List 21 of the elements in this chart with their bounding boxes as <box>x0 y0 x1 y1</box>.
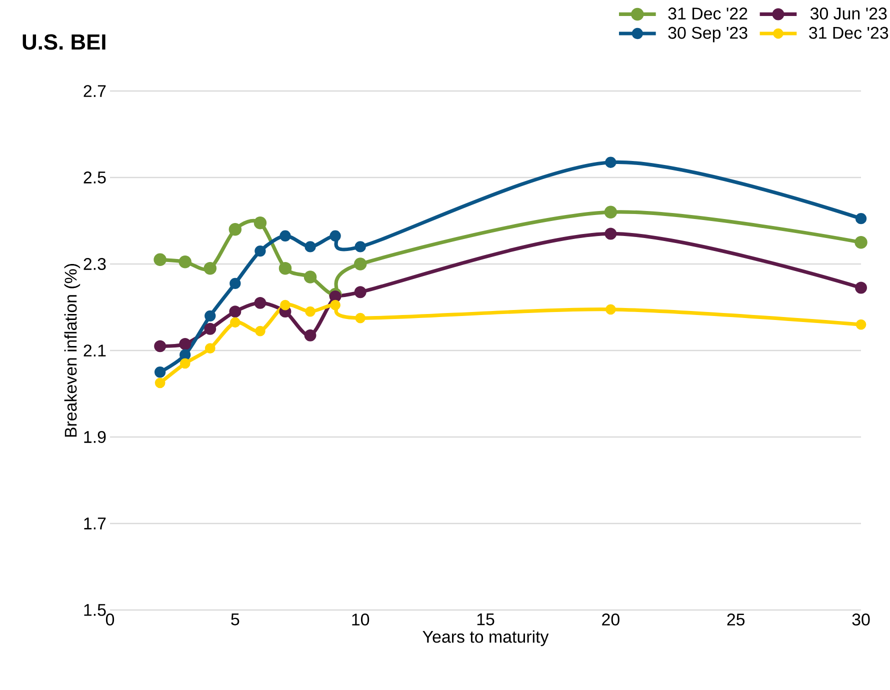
y-tick-label: 1.9 <box>84 431 106 443</box>
y-axis-title: Breakeven inflation (%) <box>64 264 80 437</box>
legend-label: 31 Dec '23 <box>809 26 888 39</box>
y-tick-label: 2.5 <box>84 171 106 184</box>
legend-label: 31 Dec '22 <box>668 8 748 20</box>
x-tick-label: 5 <box>231 614 240 626</box>
x-tick-label: 20 <box>602 614 620 626</box>
chart-title: U.S. BEI <box>22 34 106 50</box>
legend-label: 30 Sep '23 <box>668 26 748 42</box>
legend-label: 30 Jun '23 <box>810 8 887 20</box>
x-tick-label: 25 <box>727 614 745 626</box>
x-tick-label: 30 <box>852 614 870 626</box>
y-tick-label: 1.5 <box>84 604 106 616</box>
y-tick-label: 2.1 <box>84 344 106 356</box>
y-tick-label: 2.3 <box>84 258 106 270</box>
y-tick-label: 2.7 <box>84 85 106 97</box>
x-tick-label: 10 <box>352 614 370 626</box>
x-tick-label: 15 <box>477 614 494 626</box>
x-axis-title: Years to maturity <box>422 630 549 646</box>
x-tick-label: 0 <box>106 614 114 626</box>
y-tick-label: 1.7 <box>84 518 106 530</box>
